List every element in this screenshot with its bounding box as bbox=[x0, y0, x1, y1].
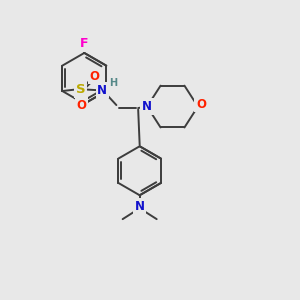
Text: F: F bbox=[80, 37, 88, 50]
Text: S: S bbox=[76, 83, 86, 96]
Text: N: N bbox=[135, 200, 145, 213]
Text: N: N bbox=[97, 84, 107, 97]
Text: O: O bbox=[89, 70, 99, 83]
Text: O: O bbox=[196, 98, 206, 111]
Text: N: N bbox=[142, 100, 152, 113]
Text: H: H bbox=[109, 78, 117, 88]
Text: O: O bbox=[76, 99, 86, 112]
